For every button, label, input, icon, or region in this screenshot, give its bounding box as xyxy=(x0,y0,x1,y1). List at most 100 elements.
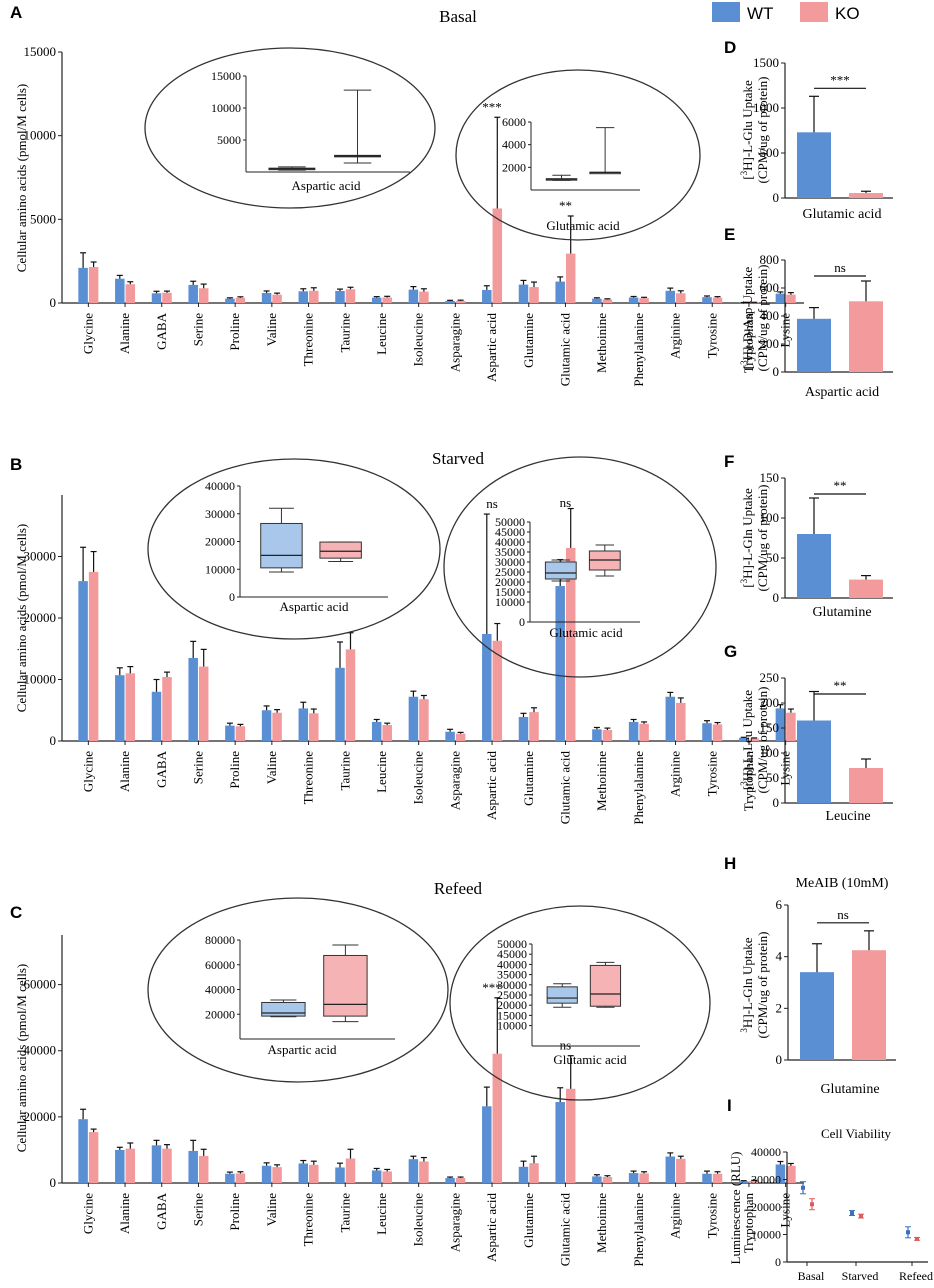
bar-ko xyxy=(455,733,466,741)
significance-label: *** xyxy=(482,99,502,114)
bar-wt xyxy=(482,289,492,303)
bar-ko xyxy=(272,1167,282,1183)
chart-title: Refeed xyxy=(434,879,483,898)
y-axis-label-units: (CPM/ug of protein) xyxy=(755,265,770,372)
chart-gln-uptake: 0 50 100 150 [3H]-L-Gln Uptake (CPM/ug of pro… xyxy=(739,470,893,620)
bar-ko xyxy=(345,1158,356,1183)
y-tick-label: 20000 xyxy=(751,1200,781,1214)
x-tick-label: Serine xyxy=(190,313,205,346)
bar-wt xyxy=(797,318,831,372)
bar-wt xyxy=(408,1159,419,1183)
bar-ko xyxy=(492,640,503,741)
inset-y-tick-label: 4000 xyxy=(502,138,526,152)
bar-ko xyxy=(125,673,136,741)
bar-wt xyxy=(555,281,565,303)
y-tick-label: 0 xyxy=(50,733,57,748)
y-axis-label-main: H]-L-Gln Uptake xyxy=(740,937,755,1028)
y-axis-label-main: H]-D-Asp Uptake xyxy=(740,267,755,361)
x-tick-label: Alanine xyxy=(117,751,132,792)
bar-wt xyxy=(518,717,529,741)
y-tick-label: 0 xyxy=(773,190,780,205)
y-tick-label: 10000 xyxy=(24,128,57,143)
bar-ko xyxy=(198,666,209,741)
x-tick-label: Taurine xyxy=(337,313,352,353)
x-tick-label: Threonine xyxy=(301,313,316,367)
bar-wt xyxy=(555,1101,565,1183)
inset-x-label: Glutamic acid xyxy=(553,1052,627,1067)
bar-ko xyxy=(849,193,883,198)
bar-ko xyxy=(382,725,392,741)
inset-y-tick-label: 5000 xyxy=(217,133,241,147)
y-tick-label: 20000 xyxy=(24,610,57,625)
x-tick-label: Leucine xyxy=(374,313,389,355)
bar-ko xyxy=(639,1173,649,1183)
bar-wt xyxy=(298,1163,309,1183)
bar-ko xyxy=(235,1173,246,1183)
bar-wt xyxy=(298,708,309,741)
y-tick-label: 0 xyxy=(50,295,57,310)
y-tick-label: 0 xyxy=(773,590,780,605)
point-wt xyxy=(801,1185,805,1190)
y-tick-label: 5000 xyxy=(30,211,56,226)
legend: WT KO xyxy=(712,2,860,23)
panel-label-g: G xyxy=(724,642,737,661)
bar-ko xyxy=(345,289,356,303)
inset-box-wt xyxy=(544,561,577,580)
y-axis-label-isotope: 3 xyxy=(739,578,749,583)
bar-wt xyxy=(225,298,235,303)
bar-ko xyxy=(565,253,576,303)
bar-wt xyxy=(78,581,88,741)
bar-ko xyxy=(235,726,246,741)
bar-wt xyxy=(775,708,786,741)
x-tick-label: Isoleucine xyxy=(411,313,426,367)
y-axis-label-main: H]-L-Gln Uptake xyxy=(740,488,755,579)
bar-wt xyxy=(371,721,382,741)
x-tick-label: Tyrosine xyxy=(704,1193,719,1239)
inset-ellipse xyxy=(455,69,701,241)
bar-wt xyxy=(188,284,198,303)
y-tick-label: 800 xyxy=(760,252,780,267)
inset-y-tick-label: 15000 xyxy=(211,69,241,83)
bar-ko xyxy=(455,1178,466,1183)
panel-label-c: C xyxy=(10,903,22,922)
y-axis-label: Cellular amino acids (pmol/M cells) xyxy=(14,84,29,272)
bar-ko xyxy=(309,713,319,741)
bar-wt xyxy=(115,278,125,303)
x-axis-label: Leucine xyxy=(825,809,870,824)
point-ko xyxy=(859,1214,863,1219)
bar-wt xyxy=(78,267,88,303)
x-tick-label: Threonine xyxy=(301,1193,316,1247)
bar-ko xyxy=(198,288,209,303)
panel-label-h: H xyxy=(724,854,736,873)
bar-ko xyxy=(419,699,429,741)
inset-y-tick-label: 20000 xyxy=(495,575,525,589)
x-tick-label: Valine xyxy=(264,751,279,784)
y-axis-label-main: H]-L-Leu Uptake xyxy=(740,690,755,782)
x-tick-label: Aspartic acid xyxy=(484,751,499,820)
point-ko xyxy=(915,1236,919,1241)
y-tick-label: 600 xyxy=(760,280,780,295)
chart-glu-uptake: 0 500 1000 1500 [3H]-L-Glu Uptake (CPM/ug of … xyxy=(739,55,893,222)
bar-wt xyxy=(371,1170,382,1183)
inset-x-label: Aspartic acid xyxy=(280,599,349,614)
bar-wt xyxy=(188,1150,198,1183)
bar-ko xyxy=(849,579,883,598)
inset-box-ko xyxy=(323,954,368,1017)
inset-x-label: Glutamic acid xyxy=(549,625,623,640)
bar-ko xyxy=(786,712,796,741)
inset-y-tick-label: 0 xyxy=(229,590,235,604)
legend-wt-label: WT xyxy=(747,4,773,23)
point-wt xyxy=(850,1211,854,1216)
bar-wt xyxy=(115,675,125,741)
panel-label-d: D xyxy=(724,38,736,57)
bar-wt xyxy=(592,298,602,303)
y-tick-label: 40000 xyxy=(751,1145,781,1159)
chart-meaib: MeAIB (10mM) 0 2 4 6 3H]-L-Gln Uptake (CPM/ug … xyxy=(739,876,896,1097)
inset-y-tick-label: 2000 xyxy=(502,160,526,174)
y-tick-label: 250 xyxy=(760,670,780,685)
point-wt xyxy=(906,1230,910,1235)
x-tick-label: Asparagine xyxy=(447,751,462,810)
bar-ko xyxy=(565,547,576,741)
significance-label: ** xyxy=(834,678,847,693)
